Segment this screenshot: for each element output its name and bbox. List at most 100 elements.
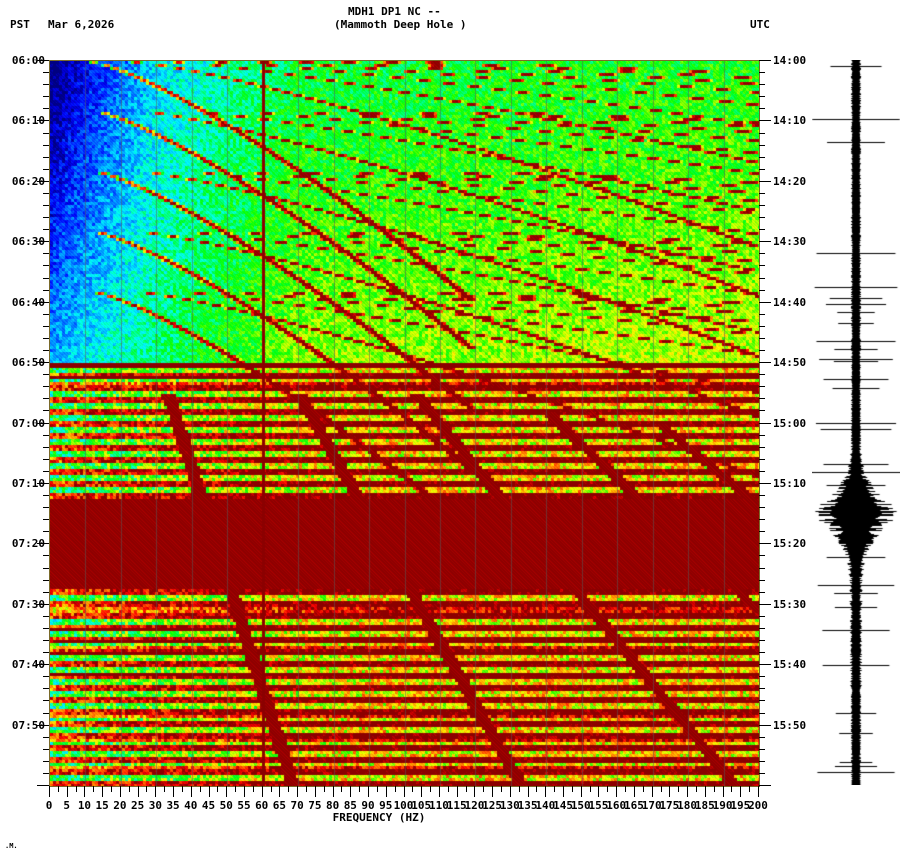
time-tick-minor-left [43,314,49,315]
freq-tick-major [84,786,85,797]
freq-tick-major [368,786,369,797]
time-tick-minor-right [759,737,765,738]
freq-tick-minor [341,786,342,792]
time-tick-minor-right [759,278,765,279]
time-tick-major-left [37,725,49,726]
freq-tick-minor [749,786,750,792]
time-tick-major-right [759,302,771,303]
time-tick-minor-left [43,84,49,85]
time-tick-minor-left [43,350,49,351]
freq-tick-major [333,786,334,797]
time-tick-major-right [759,543,771,544]
freq-tick-major [315,786,316,797]
freq-tick-major [705,786,706,797]
freq-tick-major [404,786,405,797]
seismogram-canvas [812,60,900,785]
time-tick-major-left [37,362,49,363]
time-tick-minor-right [759,96,765,97]
freq-label: 130 [499,799,520,812]
time-tick-major-right [759,483,771,484]
time-tick-major-left [37,423,49,424]
freq-label: 95 [379,799,393,812]
time-tick-minor-left [43,749,49,750]
freq-tick-minor [448,786,449,792]
time-tick-minor-right [759,592,765,593]
time-tick-minor-left [43,398,49,399]
freq-label: 185 [694,799,715,812]
freq-tick-major [669,786,670,797]
time-tick-major-left [37,60,49,61]
time-tick-major-right [759,60,771,61]
time-tick-minor-right [759,519,765,520]
freq-tick-minor [483,786,484,792]
freq-tick-minor [554,786,555,792]
time-tick-minor-left [43,713,49,714]
freq-label: 150 [570,799,591,812]
time-label-left: 06:50 [11,356,45,370]
frequency-axis: 0 5 10 15 20 25 30 35 40 45 50 55 60 65 70 75 80 85 90 95 10… [0,786,902,846]
time-label-left: 06:00 [11,54,45,67]
freq-tick-major [740,786,741,797]
time-tick-major-right [759,664,771,665]
time-tick-minor-left [43,628,49,629]
freq-tick-major [350,786,351,797]
time-tick-minor-right [759,169,765,170]
freq-tick-major [439,786,440,797]
freq-tick-major [155,786,156,797]
time-tick-minor-left [43,338,49,339]
time-tick-minor-left [43,447,49,448]
time-label-right: 14:40 [773,295,807,309]
freq-label: 195 [730,799,751,812]
time-tick-minor-left [43,555,49,556]
freq-tick-major [723,786,724,797]
time-tick-minor-right [759,447,765,448]
freq-tick-major [386,786,387,797]
freq-tick-minor [536,786,537,792]
freq-tick-major [581,786,582,797]
time-label-left: 06:30 [11,235,45,249]
freq-label: 35 [166,799,180,812]
freq-tick-major [138,786,139,797]
freq-label: 85 [343,799,357,812]
corner-artifact: .M. [5,842,18,850]
freq-tick-major [191,786,192,797]
freq-tick-minor [200,786,201,792]
time-label-right: 15:20 [773,537,807,551]
time-tick-minor-left [43,592,49,593]
freq-tick-major [120,786,121,797]
time-tick-minor-left [43,435,49,436]
freq-tick-minor [643,786,644,792]
time-tick-major-right [759,181,771,182]
freq-tick-major [457,786,458,797]
time-tick-minor-right [759,229,765,230]
time-tick-minor-left [43,169,49,170]
time-tick-minor-left [43,459,49,460]
freq-tick-major [598,786,599,797]
freq-label: 80 [325,799,340,812]
time-tick-major-right [759,120,771,121]
time-tick-minor-left [43,773,49,774]
time-tick-minor-right [759,314,765,315]
freq-tick-minor [146,786,147,792]
time-label-left: 07:20 [11,537,45,551]
freq-label: 75 [308,799,322,812]
time-tick-minor-right [759,459,765,460]
freq-label: 120 [464,799,485,812]
time-tick-minor-right [759,749,765,750]
freq-label: 175 [659,799,680,812]
time-tick-minor-right [759,133,765,134]
freq-tick-major [634,786,635,797]
freq-tick-minor [661,786,662,792]
freq-tick-major [67,786,68,797]
time-tick-major-right [759,604,771,605]
time-tick-minor-left [43,688,49,689]
freq-tick-major [616,786,617,797]
time-label-right: 15:00 [773,416,807,430]
freq-label: 190 [712,799,733,812]
time-tick-major-right [759,423,771,424]
time-tick-minor-right [759,157,765,158]
freq-label: 115 [446,799,467,812]
time-tick-minor-right [759,495,765,496]
time-tick-minor-left [43,229,49,230]
freq-tick-major [173,786,174,797]
